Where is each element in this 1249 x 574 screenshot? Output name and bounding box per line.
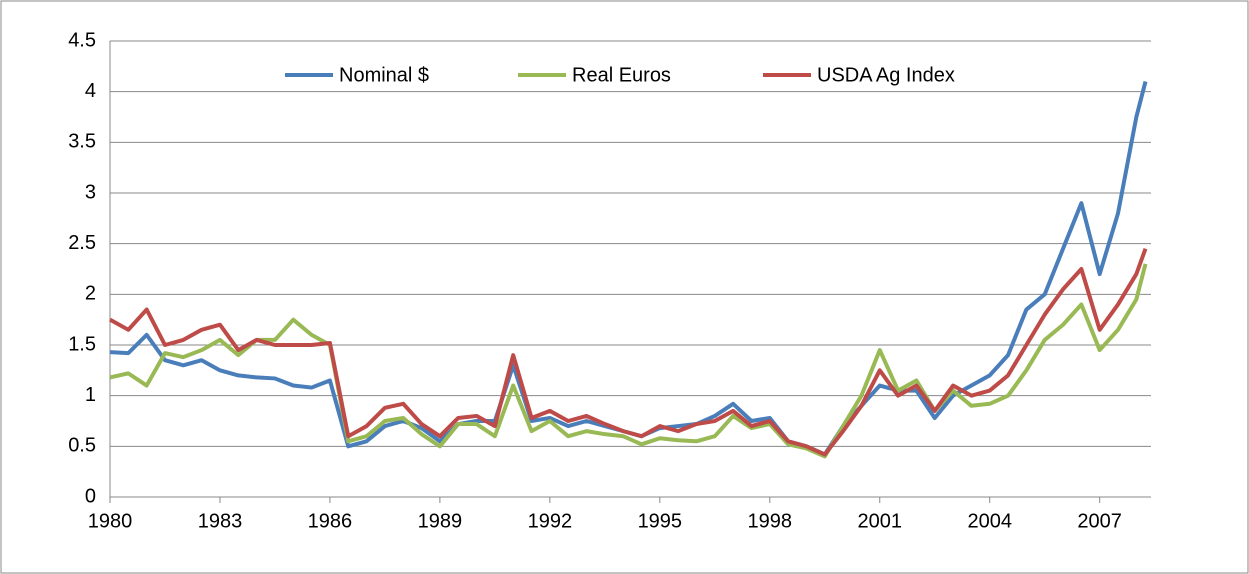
y-tick-label: 1 [85, 384, 96, 406]
y-tick-label: 1.5 [68, 333, 96, 355]
y-tick-label: 2.5 [68, 232, 96, 254]
y-tick-label: 4.5 [68, 29, 96, 51]
y-tick-label: 0.5 [68, 435, 96, 457]
legend-label: USDA Ag Index [817, 64, 955, 86]
x-tick-label: 1989 [418, 510, 463, 532]
y-tick-label: 3 [85, 181, 96, 203]
x-tick-label: 2004 [967, 510, 1012, 532]
y-tick-label: 4 [85, 80, 96, 102]
x-tick-label: 1986 [308, 510, 353, 532]
x-tick-label: 1992 [528, 510, 573, 532]
y-tick-label: 2 [85, 283, 96, 305]
x-tick-label: 1980 [88, 510, 133, 532]
legend-label: Real Euros [572, 64, 671, 86]
x-tick-label: 1983 [198, 510, 243, 532]
x-tick-label: 1995 [638, 510, 683, 532]
series-line [109, 263, 1148, 459]
y-tick-label: 3.5 [68, 131, 96, 153]
x-tick-label: 2007 [1077, 510, 1122, 532]
x-tick-label: 1998 [748, 510, 793, 532]
series-line [109, 248, 1148, 457]
y-tick-label: 0 [85, 485, 96, 507]
legend-label: Nominal $ [339, 64, 429, 86]
x-tick-label: 2001 [858, 510, 903, 532]
